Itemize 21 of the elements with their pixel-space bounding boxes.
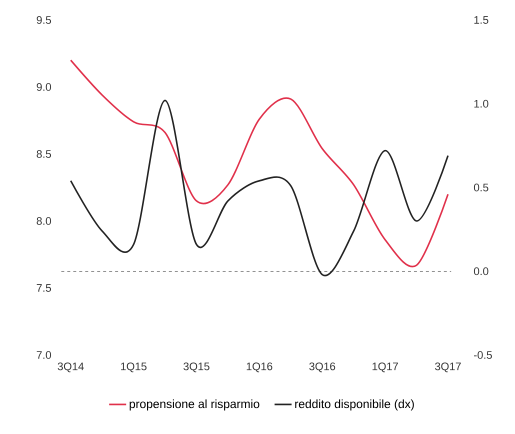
y2-tick-label: 1.0 (474, 100, 488, 108)
y-tick-label: 9.0 (36, 83, 52, 91)
y-tick-label: 9.5 (36, 16, 52, 24)
y2-tick-label: 0.5 (474, 184, 488, 192)
y2-tick-label: 1.5 (474, 16, 488, 24)
x-tick-label: 1Q17 (372, 362, 398, 372)
x-tick-label: 3Q14 (58, 362, 84, 372)
x-tick-label: 3Q15 (183, 362, 210, 372)
line-series (70, 59, 449, 268)
x-tick-label: 1Q15 (121, 362, 147, 372)
y-tick-label: 8.5 (36, 150, 52, 158)
x-tick-label: 3Q16 (309, 362, 336, 372)
y2-tick-label: -0.5 (474, 351, 492, 359)
x-tick-label: 1Q16 (246, 362, 272, 372)
y-tick-label: 7.0 (36, 351, 52, 359)
y-tick-label: 8.0 (36, 217, 52, 225)
y2-tick-label: 0.0 (474, 267, 488, 276)
y-tick-label: 7.5 (36, 284, 52, 292)
legend-label: reddito disponibile (dx) (295, 399, 414, 411)
legend-label: propensione al risparmio (130, 399, 260, 411)
x-tick-label: 3Q17 (435, 362, 461, 372)
